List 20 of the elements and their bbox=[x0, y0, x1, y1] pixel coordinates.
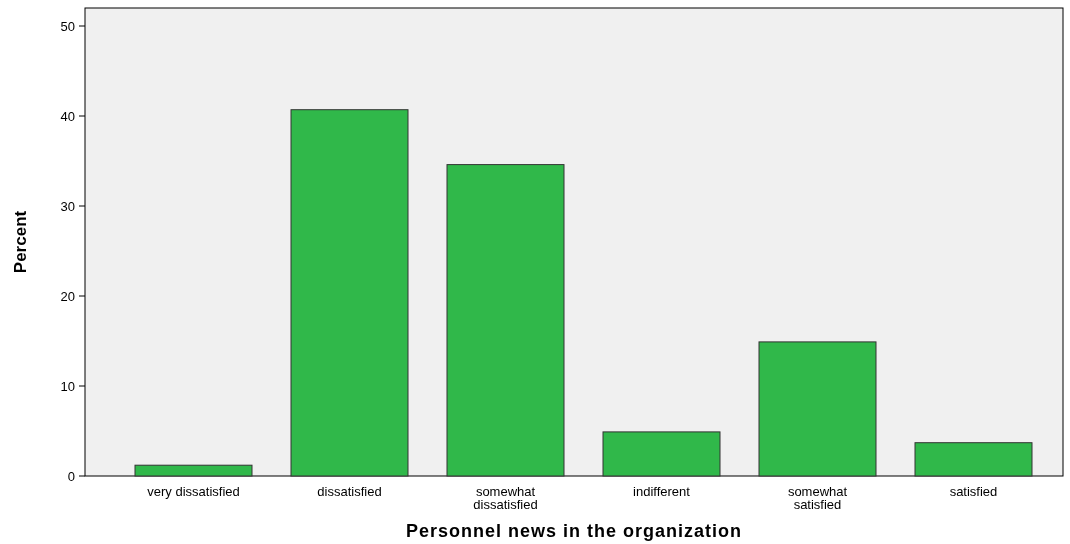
y-tick-label: 30 bbox=[60, 198, 75, 214]
y-tick-label: 50 bbox=[60, 18, 75, 34]
x-tick-label: very dissatisfied bbox=[147, 484, 240, 499]
x-tick-label: somewhat satisfied bbox=[787, 484, 848, 512]
bar bbox=[914, 442, 1033, 477]
x-tick-label: dissatisfied bbox=[317, 484, 382, 499]
x-tick-label: satisfied bbox=[949, 484, 998, 499]
y-tick-label: 0 bbox=[67, 468, 75, 484]
bar bbox=[602, 431, 721, 477]
bar bbox=[134, 464, 253, 477]
bar bbox=[290, 109, 409, 477]
y-tick-label: 40 bbox=[60, 108, 75, 124]
x-axis-title: Personnel news in the organization bbox=[405, 521, 743, 541]
x-tick-label: somewhat dissatisfied bbox=[473, 484, 538, 512]
y-axis-title: Percent bbox=[11, 210, 30, 274]
y-tick-label: 20 bbox=[60, 288, 75, 304]
y-tick-label: 10 bbox=[60, 378, 75, 394]
bar bbox=[446, 164, 565, 477]
x-tick-label: indifferent bbox=[633, 484, 691, 499]
bar bbox=[758, 341, 877, 477]
